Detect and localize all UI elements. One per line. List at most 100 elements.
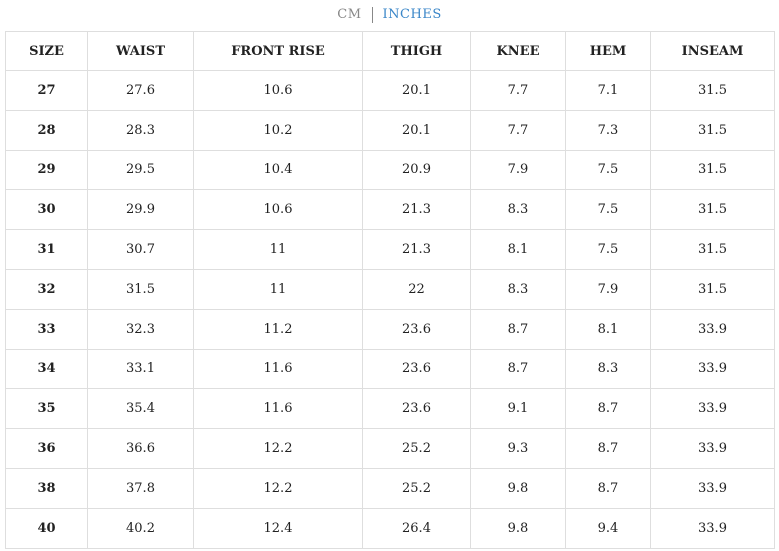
measure-cell: 7.5	[565, 189, 651, 231]
measure-cell: 11	[193, 268, 363, 310]
measure-cell: 31.5	[650, 70, 775, 111]
measure-cell: 12.2	[193, 467, 363, 509]
measure-cell: 8.7	[470, 348, 566, 390]
measure-cell: 7.7	[470, 109, 566, 151]
unit-option[interactable]: INCHES	[382, 7, 442, 22]
measure-cell: 8.3	[470, 189, 566, 231]
size-cell: 32	[5, 268, 88, 310]
table-row: 38 37.8 12.2 25.2 9.8 8.7 33.9	[5, 467, 775, 509]
measure-cell: 20.9	[362, 149, 471, 191]
measure-cell: 9.8	[470, 467, 566, 509]
measure-cell: 9.3	[470, 428, 566, 469]
measure-cell: 10.6	[193, 70, 363, 111]
measure-cell: 29.5	[87, 149, 194, 191]
measure-cell: 22	[362, 268, 471, 310]
measure-cell: 9.1	[470, 388, 566, 430]
column-header: FRONT RISE	[193, 31, 363, 71]
measure-cell: 23.6	[362, 348, 471, 390]
measure-cell: 9.4	[565, 507, 651, 549]
measure-cell: 31.5	[650, 189, 775, 231]
measure-cell: 20.1	[362, 70, 471, 111]
measure-cell: 31.5	[650, 109, 775, 151]
measure-cell: 11.6	[193, 388, 363, 430]
unit-toggle: CM INCHES	[0, 7, 779, 23]
table-row: 40 40.2 12.4 26.4 9.8 9.4 33.9	[5, 507, 775, 549]
measure-cell: 40.2	[87, 507, 194, 549]
measure-cell: 23.6	[362, 308, 471, 350]
table-row: 36 36.6 12.2 25.2 9.3 8.7 33.9	[5, 428, 775, 469]
measure-cell: 10.2	[193, 109, 363, 151]
size-cell: 29	[5, 149, 88, 191]
size-cell: 33	[5, 308, 88, 350]
measure-cell: 31.5	[87, 268, 194, 310]
table-row: 30 29.9 10.6 21.3 8.3 7.5 31.5	[5, 189, 775, 231]
measure-cell: 21.3	[362, 229, 471, 270]
measure-cell: 31.5	[650, 268, 775, 310]
measure-cell: 33.9	[650, 348, 775, 390]
table-row: 28 28.3 10.2 20.1 7.7 7.3 31.5	[5, 109, 775, 151]
measure-cell: 7.5	[565, 149, 651, 191]
measure-cell: 7.9	[565, 268, 651, 310]
size-cell: 30	[5, 189, 88, 231]
measure-cell: 8.1	[565, 308, 651, 350]
measure-cell: 33.1	[87, 348, 194, 390]
measure-cell: 32.3	[87, 308, 194, 350]
table-row: 32 31.5 11 22 8.3 7.9 31.5	[5, 268, 775, 310]
unit-option[interactable]: CM	[327, 7, 373, 23]
measure-cell: 8.1	[470, 229, 566, 270]
measure-cell: 11.6	[193, 348, 363, 390]
measure-cell: 10.4	[193, 149, 363, 191]
measure-cell: 26.4	[362, 507, 471, 549]
measure-cell: 25.2	[362, 467, 471, 509]
size-table: SIZE WAIST FRONT RISE THIGH KNEE HEM INSEAM 27…	[5, 31, 775, 549]
measure-cell: 35.4	[87, 388, 194, 430]
measure-cell: 10.6	[193, 189, 363, 231]
column-header: SIZE	[5, 31, 88, 71]
measure-cell: 23.6	[362, 388, 471, 430]
column-header: WAIST	[87, 31, 194, 71]
measure-cell: 7.7	[470, 70, 566, 111]
measure-cell: 9.8	[470, 507, 566, 549]
measure-cell: 28.3	[87, 109, 194, 151]
size-cell: 34	[5, 348, 88, 390]
measure-cell: 7.1	[565, 70, 651, 111]
column-header: KNEE	[470, 31, 566, 71]
measure-cell: 8.7	[565, 428, 651, 469]
column-header: HEM	[565, 31, 651, 71]
size-cell: 38	[5, 467, 88, 509]
column-header: THIGH	[362, 31, 471, 71]
measure-cell: 33.9	[650, 507, 775, 549]
measure-cell: 7.5	[565, 229, 651, 270]
size-cell: 27	[5, 70, 88, 111]
measure-cell: 11.2	[193, 308, 363, 350]
measure-cell: 33.9	[650, 428, 775, 469]
size-cell: 28	[5, 109, 88, 151]
measure-cell: 27.6	[87, 70, 194, 111]
measure-cell: 8.7	[565, 388, 651, 430]
measure-cell: 36.6	[87, 428, 194, 469]
header-row: SIZE WAIST FRONT RISE THIGH KNEE HEM INSEAM	[5, 31, 775, 71]
table-row: 35 35.4 11.6 23.6 9.1 8.7 33.9	[5, 388, 775, 430]
measure-cell: 8.3	[565, 348, 651, 390]
measure-cell: 7.9	[470, 149, 566, 191]
measure-cell: 33.9	[650, 308, 775, 350]
measure-cell: 8.7	[565, 467, 651, 509]
size-cell: 36	[5, 428, 88, 469]
size-cell: 31	[5, 229, 88, 270]
measure-cell: 8.7	[470, 308, 566, 350]
measure-cell: 12.4	[193, 507, 363, 549]
measure-cell: 20.1	[362, 109, 471, 151]
table-row: 29 29.5 10.4 20.9 7.9 7.5 31.5	[5, 149, 775, 191]
measure-cell: 12.2	[193, 428, 363, 469]
table-row: 27 27.6 10.6 20.1 7.7 7.1 31.5	[5, 70, 775, 111]
table-row: 34 33.1 11.6 23.6 8.7 8.3 33.9	[5, 348, 775, 390]
measure-cell: 25.2	[362, 428, 471, 469]
measure-cell: 31.5	[650, 149, 775, 191]
measure-cell: 21.3	[362, 189, 471, 231]
measure-cell: 31.5	[650, 229, 775, 270]
measure-cell: 7.3	[565, 109, 651, 151]
measure-cell: 30.7	[87, 229, 194, 270]
measure-cell: 37.8	[87, 467, 194, 509]
measure-cell: 11	[193, 229, 363, 270]
